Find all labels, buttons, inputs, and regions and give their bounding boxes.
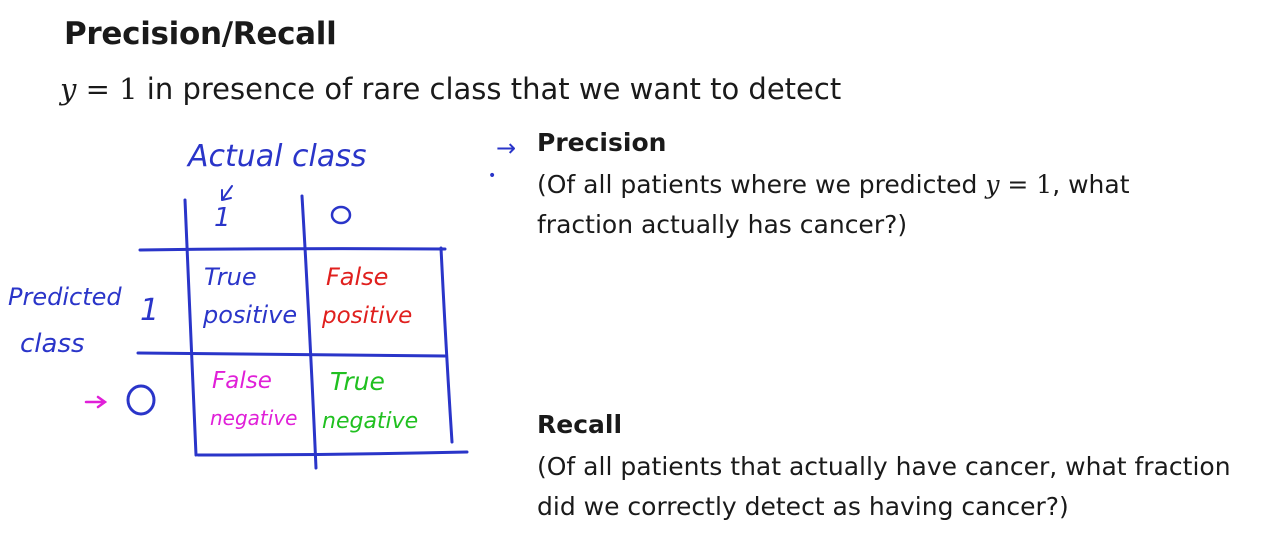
bullet-dot-icon: • <box>488 168 497 184</box>
subtitle-math-eq: = 1 <box>76 72 138 106</box>
grid-line-bottom <box>196 450 469 457</box>
precision-heading: Precision <box>537 128 667 157</box>
actual-class-label: Actual class <box>186 139 367 174</box>
true-negative-line1: True <box>330 367 385 396</box>
slide-title: Precision/Recall <box>64 16 337 52</box>
predicted-zero-circle <box>126 384 156 416</box>
precision-line1-a: (Of all patients where we predicted <box>537 170 986 199</box>
false-positive-line1: False <box>326 263 388 291</box>
precision-description: (Of all patients where we predicted y = … <box>537 165 1130 245</box>
grid-line-right <box>439 246 454 444</box>
grid-line-left <box>183 198 198 457</box>
predicted-class-label-line2: class <box>20 329 85 359</box>
predicted-class-label-line1: Predicted <box>8 283 122 311</box>
actual-zero-circle <box>330 205 352 225</box>
false-positive-line2: positive <box>321 303 412 329</box>
confusion-matrix-diagram: Actual class 1 0 Predicted class 1 0 Tru… <box>8 139 469 470</box>
false-negative-line1: False <box>212 368 272 394</box>
precision-math-eq: = 1 <box>999 170 1053 199</box>
arrow-to-actual-one-icon <box>221 185 233 201</box>
predicted-one-label: 1 <box>140 293 159 328</box>
subtitle-math-y: y <box>60 72 77 106</box>
grid-line-middle-h <box>136 351 447 358</box>
recall-line2: did we correctly detect as having cancer… <box>537 492 1069 521</box>
precision-line1: (Of all patients where we predicted y = … <box>537 165 1130 205</box>
recall-line1: (Of all patients that actually have canc… <box>537 452 1231 481</box>
true-positive-line2: positive <box>202 301 297 329</box>
actual-one-label: 1 <box>214 203 231 233</box>
matrix-grid-lines <box>84 185 469 470</box>
false-negative-line2: negative <box>210 406 297 430</box>
precision-line1-b: , what <box>1052 170 1130 199</box>
true-negative-line2: negative <box>322 409 418 434</box>
arrow-to-predicted-zero-icon <box>84 395 108 409</box>
precision-arrow-icon: → <box>496 134 517 162</box>
slide-subtitle: y = 1 in presence of rare class that we … <box>60 72 841 106</box>
precision-line2: fraction actually has cancer?) <box>537 210 908 239</box>
predicted-zero-label: 0 <box>60 439 61 441</box>
subtitle-text: in presence of rare class that we want t… <box>137 72 842 106</box>
precision-math-y: y <box>985 170 1000 199</box>
true-positive-line1: True <box>204 263 257 291</box>
grid-line-middle <box>300 194 318 470</box>
grid-line-top <box>138 247 447 252</box>
actual-zero-label: 0 <box>380 225 381 227</box>
recall-description: (Of all patients that actually have canc… <box>537 447 1231 527</box>
recall-heading: Recall <box>537 410 623 439</box>
